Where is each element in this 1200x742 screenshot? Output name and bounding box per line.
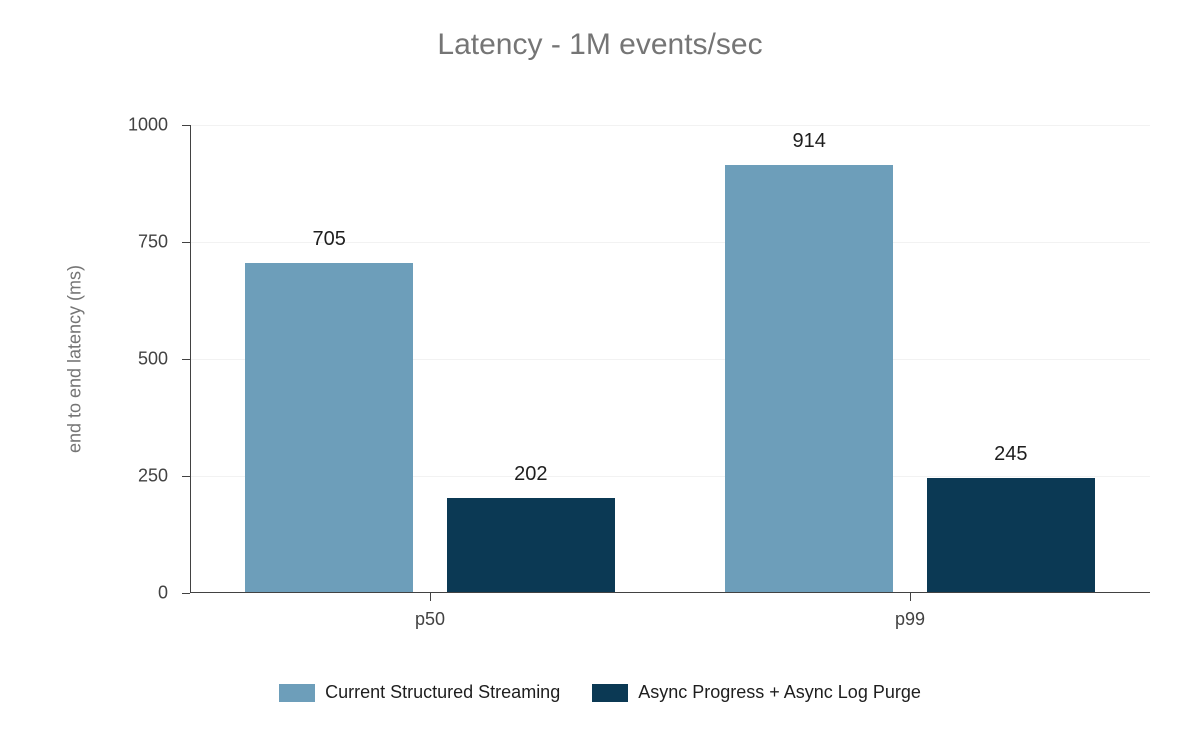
y-tick-mark [182,359,190,360]
gridline [190,125,1150,126]
y-tick-mark [182,125,190,126]
y-axis-title: end to end latency (ms) [65,265,86,453]
legend: Current Structured Streaming Async Progre… [0,682,1200,703]
y-tick-mark [182,593,190,594]
bar [245,263,413,593]
x-tick-mark [910,593,911,601]
x-axis-line [190,592,1150,593]
chart-title: Latency - 1M events/sec [0,28,1200,62]
legend-item: Async Progress + Async Log Purge [592,682,921,703]
legend-label: Async Progress + Async Log Purge [638,682,921,703]
y-tick-label: 250 [138,466,168,487]
y-tick-mark [182,242,190,243]
bar [725,165,893,593]
bar-value-label: 705 [313,228,346,251]
x-tick-label: p50 [415,609,445,630]
y-tick-label: 0 [158,583,168,604]
x-tick-label: p99 [895,609,925,630]
x-tick-mark [430,593,431,601]
y-tick-label: 500 [138,349,168,370]
legend-item: Current Structured Streaming [279,682,560,703]
latency-chart: Latency - 1M events/sec end to end laten… [0,0,1200,742]
bar-value-label: 914 [793,130,826,153]
legend-swatch [279,684,315,702]
bar [927,478,1095,593]
bar [447,498,615,593]
bar-value-label: 245 [994,443,1027,466]
bar-value-label: 202 [514,463,547,486]
y-tick-mark [182,476,190,477]
y-axis-line [190,125,191,593]
y-tick-label: 1000 [128,115,168,136]
y-tick-label: 750 [138,232,168,253]
legend-label: Current Structured Streaming [325,682,560,703]
plot-area: 02505007501000705202p50914245p99 [190,125,1150,593]
legend-swatch [592,684,628,702]
